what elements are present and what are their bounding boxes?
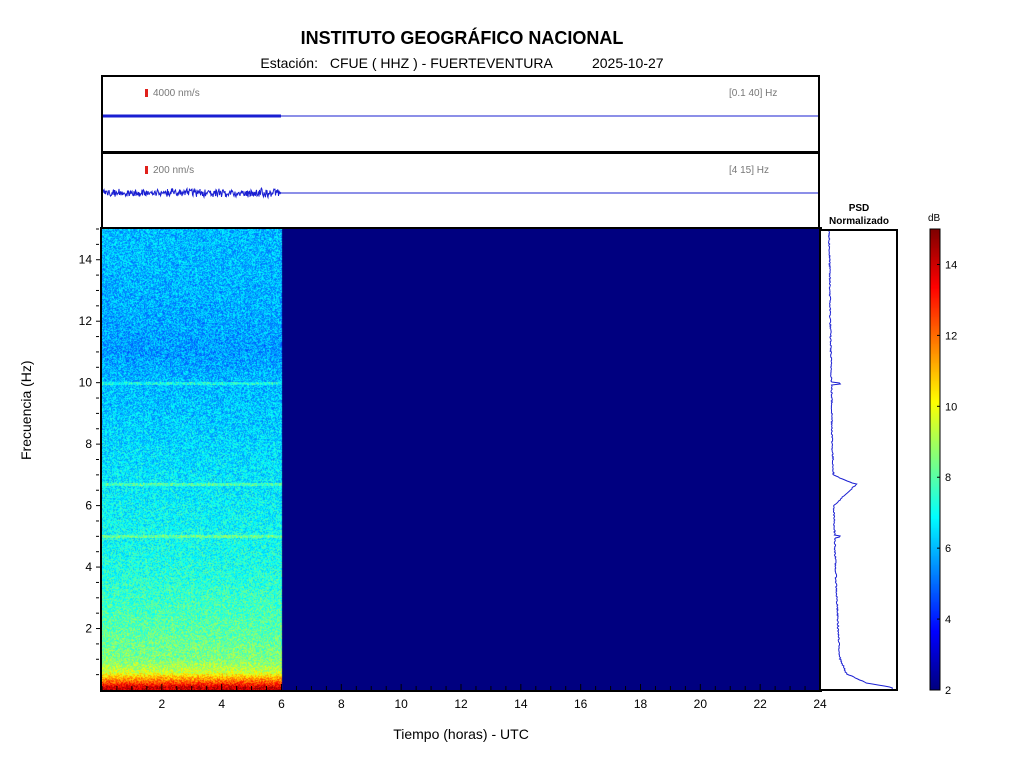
x-axis-label: Tiempo (horas) - UTC xyxy=(393,726,529,742)
psd-panel xyxy=(819,229,898,691)
colorbar-frame xyxy=(929,228,941,691)
trace-scale-label: 4000 nm/s xyxy=(153,88,200,99)
y-tick-label: 4 xyxy=(85,560,92,574)
colorbar-tick-label: 4 xyxy=(945,614,951,626)
x-tick-label: 12 xyxy=(454,697,468,711)
trace-panel-filtered: 200 nm/s [4 15] Hz xyxy=(101,152,820,230)
x-tick-label: 6 xyxy=(278,697,285,711)
colorbar-tick-label: 2 xyxy=(945,685,951,697)
trace-panel-broadband: 4000 nm/s [0.1 40] Hz xyxy=(101,75,820,153)
trace-broadband xyxy=(103,114,818,118)
psd-curve xyxy=(827,231,894,689)
colorbar-unit: dB xyxy=(928,213,941,224)
chart-subtitle: Estación: CFUE ( HHZ ) - FUERTEVENTURA 2… xyxy=(0,55,924,71)
trace-band-label: [0.1 40] Hz xyxy=(729,88,778,99)
psd-title: PSD Normalizado xyxy=(820,202,898,228)
trace-band-label: [4 15] Hz xyxy=(729,165,770,176)
x-tick-label: 20 xyxy=(694,697,708,711)
date-label: 2025-10-27 xyxy=(591,55,664,71)
colorbar-tick-label: 10 xyxy=(945,401,957,413)
colorbar xyxy=(930,229,940,690)
x-tick-label: 8 xyxy=(338,697,345,711)
chart-title: INSTITUTO GEOGRÁFICO NACIONAL xyxy=(300,28,624,48)
scale-bar-marker xyxy=(145,166,148,174)
psd-title-line1: PSD xyxy=(848,203,870,214)
x-tick-label: 14 xyxy=(514,697,528,711)
colorbar-tick-label: 12 xyxy=(945,330,957,342)
colorbar-tick-label: 8 xyxy=(945,472,951,484)
scale-bar-marker xyxy=(145,89,148,97)
x-tick-label: 4 xyxy=(218,697,225,711)
station-name: CFUE ( HHZ ) - FUERTEVENTURA xyxy=(329,55,553,71)
y-tick-label: 2 xyxy=(85,622,92,636)
psd-line xyxy=(827,231,894,689)
x-tick-label: 2 xyxy=(158,697,165,711)
x-tick-label: 10 xyxy=(394,697,408,711)
spectrogram-heatmap xyxy=(102,229,820,690)
x-tick-label: 18 xyxy=(634,697,648,711)
y-tick-label: 8 xyxy=(85,437,92,451)
colorbar-tick-label: 6 xyxy=(945,543,951,555)
y-axis-label: Frecuencia (Hz) xyxy=(18,360,34,460)
psd-title-line2: Normalizado xyxy=(828,216,889,227)
trace-filtered xyxy=(103,186,818,200)
x-tick-label: 24 xyxy=(813,697,827,711)
x-tick-label: 16 xyxy=(574,697,588,711)
trace-scale-label: 200 nm/s xyxy=(153,165,195,176)
y-tick-label: 12 xyxy=(79,314,93,328)
trace-filtered-line-recorded xyxy=(103,186,282,200)
y-tick-label: 14 xyxy=(79,253,93,267)
colorbar-axis: 2 4 6 8 10 12 14 xyxy=(929,228,957,697)
y-tick-label: 6 xyxy=(85,499,92,513)
x-tick-label: 22 xyxy=(753,697,767,711)
station-label: Estación: xyxy=(260,55,318,71)
colorbar-tick-label: 14 xyxy=(945,259,957,271)
y-tick-label: 10 xyxy=(79,376,93,390)
